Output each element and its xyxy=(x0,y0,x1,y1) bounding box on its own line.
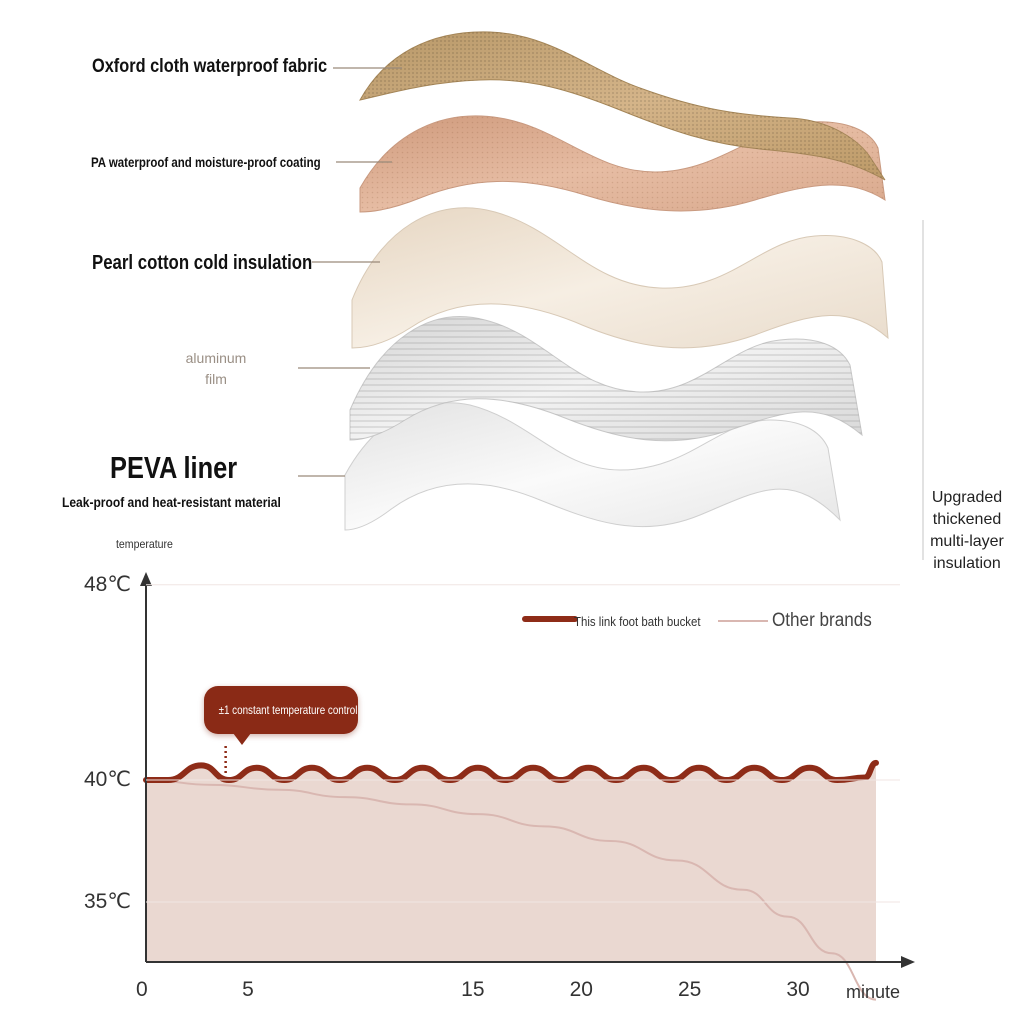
annotation-callout xyxy=(204,686,358,734)
y-tick-label: 40℃ xyxy=(84,768,131,791)
x-tick-label: 0 xyxy=(136,978,148,1001)
insulation-layers-illustration xyxy=(298,31,924,560)
label-pearl-cotton: Pearl cotton cold insulation xyxy=(92,252,313,274)
y-tick-label: 35℃ xyxy=(84,890,131,913)
x-tick-label: 30 xyxy=(786,978,810,1001)
peva-liner-layer xyxy=(344,402,841,531)
pearl-cotton-layer xyxy=(351,207,889,349)
oxford-cloth-layer xyxy=(359,31,886,181)
y-axis-title: temperature xyxy=(116,537,173,551)
label-peva-description: Leak-proof and heat-resistant material xyxy=(62,494,281,510)
series-main-line xyxy=(143,759,879,783)
y-axis-arrow xyxy=(140,572,152,586)
legend-label-other: Other brands xyxy=(772,610,872,631)
x-axis-arrow xyxy=(901,956,915,968)
label-oxford-cloth: Oxford cloth waterproof fabric xyxy=(92,56,328,77)
label-aluminum-film: aluminum film xyxy=(185,350,247,387)
annotation-text: ±1 constant temperature control xyxy=(218,703,358,717)
x-tick-label: 20 xyxy=(569,978,593,1001)
chart-fill-area xyxy=(146,762,876,962)
leader-lines xyxy=(298,67,402,477)
label-pa-coating: PA waterproof and moisture-proof coating xyxy=(91,154,321,170)
aluminum-film-layer xyxy=(349,316,863,442)
legend-label-main: This link foot bath bucket xyxy=(574,614,701,629)
annotation-callout-tip xyxy=(233,733,251,745)
label-peva-liner: PEVA liner xyxy=(110,450,238,485)
x-tick-label: 15 xyxy=(461,978,485,1001)
x-axis-title: minute xyxy=(846,982,901,1002)
label-upgraded-insulation: Upgraded thickened multi-layer insulatio… xyxy=(930,489,1004,572)
y-tick-label: 48℃ xyxy=(84,572,131,596)
pa-coating-layer xyxy=(359,115,886,213)
x-tick-label: 25 xyxy=(677,978,702,1001)
series-other-brands-line xyxy=(145,779,877,1001)
x-tick-label: 5 xyxy=(242,978,254,1001)
